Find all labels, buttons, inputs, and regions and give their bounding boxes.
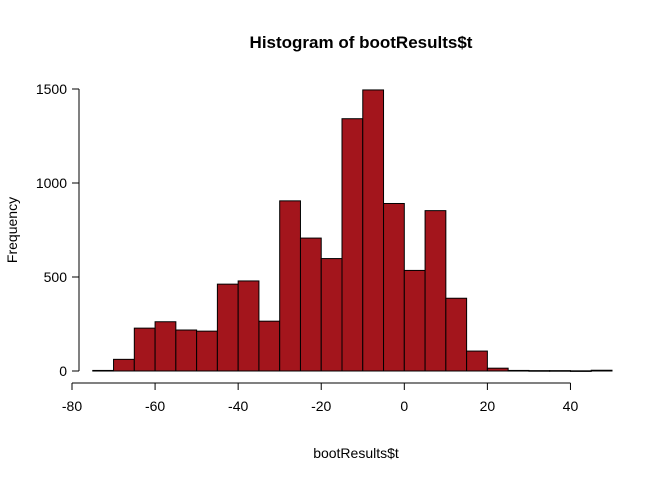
- histogram-bar-18: [466, 350, 488, 372]
- histogram-bar-23: [569, 370, 592, 372]
- y-tick-label: 1500: [36, 81, 67, 97]
- x-tick-label: 0: [400, 398, 408, 414]
- y-axis-label: Frequency: [4, 197, 20, 263]
- y-axis: 0 500 1000 1500: [36, 81, 80, 379]
- histogram-bar-1: [113, 358, 135, 372]
- histogram-bar-24: [590, 369, 613, 372]
- x-tick-label: -60: [145, 398, 165, 414]
- histogram-bar-5: [196, 330, 218, 372]
- histogram-bar-21: [528, 370, 551, 372]
- histogram-bar-12: [341, 118, 364, 372]
- histogram-bar-0: [92, 369, 115, 372]
- histogram-bar-3: [154, 321, 177, 372]
- histogram-bar-10: [299, 237, 322, 372]
- histogram-bar-20: [507, 369, 530, 372]
- histogram-bar-4: [175, 329, 198, 372]
- y-tick-label: 1000: [36, 175, 67, 191]
- histogram-bar-8: [258, 320, 281, 372]
- x-axis: -80 -60 -40 -20 0 20 40: [62, 382, 579, 414]
- histogram-bar-7: [237, 280, 260, 372]
- bars-group: [92, 89, 613, 372]
- histogram-bar-6: [216, 283, 239, 372]
- x-tick-label: -20: [311, 398, 331, 414]
- x-tick-label: -80: [62, 398, 82, 414]
- y-tick-label: 0: [59, 363, 67, 379]
- x-tick-label: 20: [480, 398, 496, 414]
- histogram-bar-2: [133, 327, 156, 372]
- histogram-bar-22: [549, 370, 571, 372]
- histogram-bar-17: [445, 297, 468, 372]
- y-tick-label: 500: [44, 269, 68, 285]
- x-tick-label: 40: [563, 398, 579, 414]
- histogram-bar-11: [320, 258, 343, 372]
- histogram-bar-19: [486, 367, 509, 372]
- chart-title: Histogram of bootResults$t: [250, 33, 473, 52]
- histogram-bar-13: [362, 89, 385, 372]
- histogram-bar-16: [424, 210, 447, 372]
- histogram-bar-9: [279, 200, 301, 372]
- histogram-bar-15: [403, 269, 426, 372]
- x-tick-label: -40: [228, 398, 248, 414]
- histogram-bar-14: [383, 202, 405, 372]
- x-axis-label: bootResults$t: [313, 445, 399, 461]
